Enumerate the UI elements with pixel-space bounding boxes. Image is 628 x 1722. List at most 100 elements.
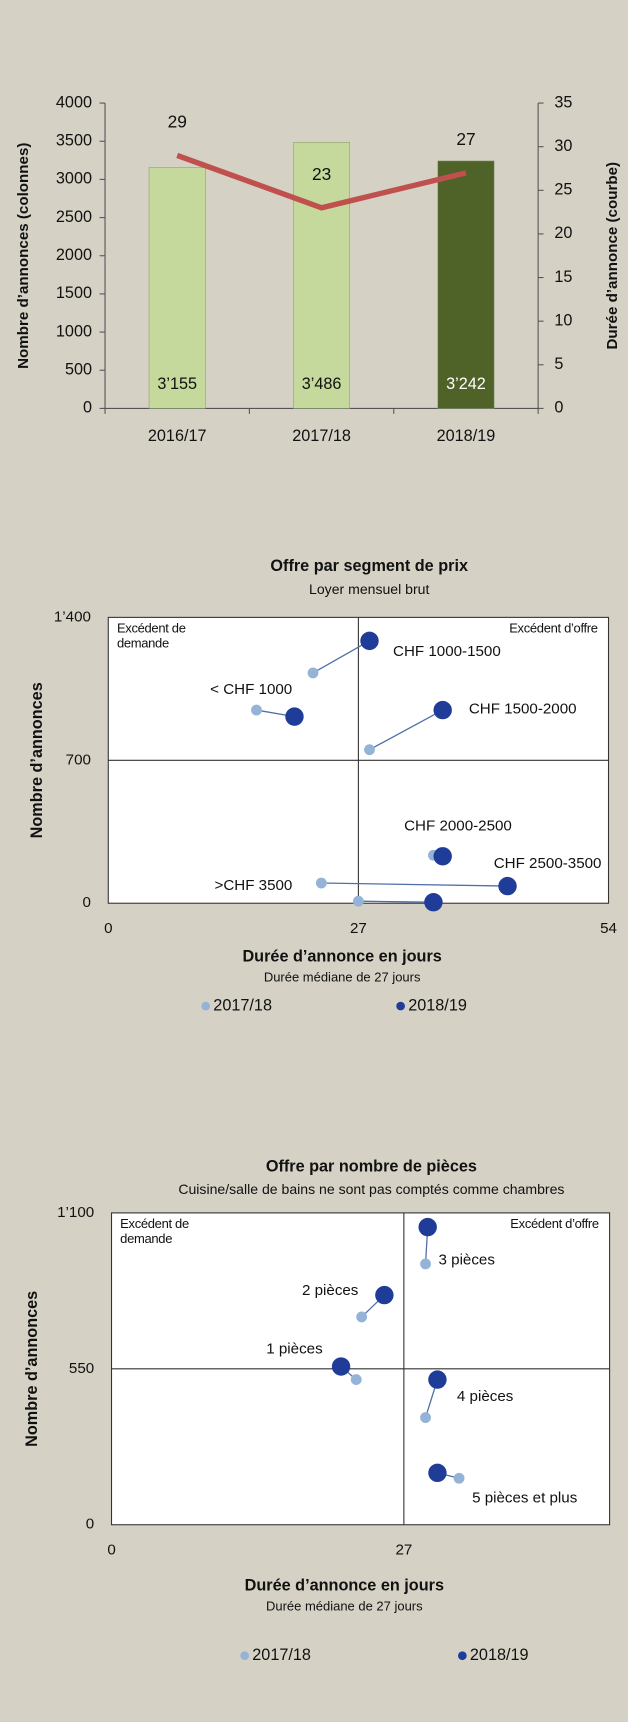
point <box>331 1357 351 1376</box>
x-tick-label: 27 <box>350 920 367 937</box>
point-label: 2 pièces <box>302 1282 359 1299</box>
point <box>420 1412 431 1423</box>
annotation-box: Excédent de demande <box>120 1216 189 1247</box>
y-tick-label: 3500 <box>56 132 92 150</box>
y2-tick-label: 20 <box>554 224 572 242</box>
y-tick-label: 1000 <box>56 322 92 340</box>
line-value-label: 23 <box>312 164 331 184</box>
y-tick-label: 700 <box>66 751 91 768</box>
chart-title: Offre par segment de prix <box>270 557 468 575</box>
chart-subtitle: Cuisine/salle de bains ne sont pas compt… <box>178 1181 564 1197</box>
point <box>356 1311 368 1323</box>
bar <box>437 160 495 409</box>
x-tick-label: 0 <box>107 1542 115 1559</box>
y-tick-label: 550 <box>69 1360 94 1377</box>
connector <box>312 640 370 674</box>
line <box>176 152 467 211</box>
y-tick-label: 1’400 <box>54 608 91 625</box>
point <box>428 1370 447 1389</box>
point-label: 4 pièces <box>457 1388 514 1405</box>
y2-tick-label: 35 <box>554 93 572 111</box>
bar-value-label: 3’486 <box>302 375 342 393</box>
point <box>315 877 327 889</box>
point-label: 1 pièces <box>266 1340 323 1357</box>
point <box>251 704 262 716</box>
point <box>453 1472 465 1484</box>
connector <box>321 882 508 887</box>
bar <box>148 167 206 409</box>
point <box>375 1285 394 1305</box>
annotation: Excédent de demande <box>116 620 186 651</box>
point <box>364 744 375 756</box>
y-axis-label: Nombre d’annonces (colonnes) <box>15 143 32 369</box>
point <box>433 700 452 720</box>
connector <box>358 900 434 903</box>
legend-label: 2017/18 <box>213 996 272 1014</box>
point <box>360 631 379 651</box>
point <box>418 1217 437 1237</box>
x-tick-label: 2017/18 <box>292 427 351 445</box>
chart-title: Offre par nombre de pièces <box>266 1158 477 1176</box>
point <box>352 895 364 907</box>
y-tick-label: 500 <box>65 361 92 379</box>
annotation-box: Excédent d’offre <box>510 1216 599 1232</box>
line-value-label: 27 <box>456 129 475 149</box>
y2-tick-label: 10 <box>554 311 572 329</box>
x-tick-label: 54 <box>600 920 617 937</box>
legend-label: 2018/19 <box>408 996 467 1014</box>
point-label: 5 pièces et plus <box>472 1490 578 1507</box>
point <box>498 876 517 896</box>
point-label: CHF 2000-2500 <box>404 817 512 834</box>
y-tick-label: 0 <box>83 894 91 911</box>
y-tick-label: 0 <box>86 1516 94 1533</box>
legend-label: 2018/19 <box>470 1646 529 1664</box>
chart-subtitle: Loyer mensuel brut <box>309 581 429 597</box>
y2-tick-label: 5 <box>554 355 563 373</box>
bar-value-label: 3’155 <box>157 375 197 393</box>
point <box>350 1374 362 1385</box>
y-axis-label: Nombre d’annonces <box>23 1291 41 1447</box>
point-label: >CHF 3500 <box>214 877 292 894</box>
y-tick-label: 3000 <box>56 170 92 188</box>
legend-marker <box>396 1001 405 1011</box>
point <box>428 1463 447 1483</box>
point <box>285 707 304 726</box>
y-axis-label: Nombre d’annonces <box>28 682 46 838</box>
y2-tick-label: 15 <box>554 268 572 286</box>
annotation: Excédent d’offre <box>509 620 598 636</box>
bar-value-label: 3’242 <box>446 375 486 393</box>
legend-marker <box>201 1001 211 1011</box>
x-axis-note: Durée médiane de 27 jours <box>266 1598 423 1613</box>
x-tick-label: 2018/19 <box>437 427 496 445</box>
annotation-box: Excédent de demande <box>116 620 186 651</box>
bar <box>293 142 351 409</box>
y-tick-label: 0 <box>83 399 92 417</box>
annotation: Excédent d’offre <box>510 1216 599 1232</box>
legend-marker <box>458 1651 467 1661</box>
y-tick-label: 1’100 <box>57 1204 94 1221</box>
point-label: CHF 2500-3500 <box>494 855 602 872</box>
x-tick-label: 0 <box>104 920 112 937</box>
connector <box>369 709 444 751</box>
y2-axis-label: Durée d’annonce (courbe) <box>604 162 621 350</box>
point <box>433 847 452 866</box>
y-tick-label: 4000 <box>56 93 92 111</box>
point-label: < CHF 1000 <box>210 681 292 698</box>
x-axis-label: Durée d’annonce en jours <box>245 1577 444 1595</box>
y2-tick-label: 30 <box>554 137 572 155</box>
x-axis-label: Durée d’annonce en jours <box>242 948 441 966</box>
annotation: Excédent de demande <box>120 1216 189 1247</box>
annotation-box: Excédent d’offre <box>509 620 598 636</box>
y-tick-label: 2000 <box>56 246 92 264</box>
y-tick-label: 2500 <box>56 208 92 226</box>
point <box>420 1258 431 1270</box>
y-tick-label: 1500 <box>56 284 92 302</box>
legend-label: 2017/18 <box>252 1646 311 1664</box>
point-label: CHF 1000-1500 <box>393 643 501 660</box>
line-value-label: 29 <box>168 112 187 132</box>
point-label: 3 pièces <box>439 1252 496 1269</box>
point <box>424 893 443 912</box>
x-tick-label: 27 <box>395 1542 412 1559</box>
